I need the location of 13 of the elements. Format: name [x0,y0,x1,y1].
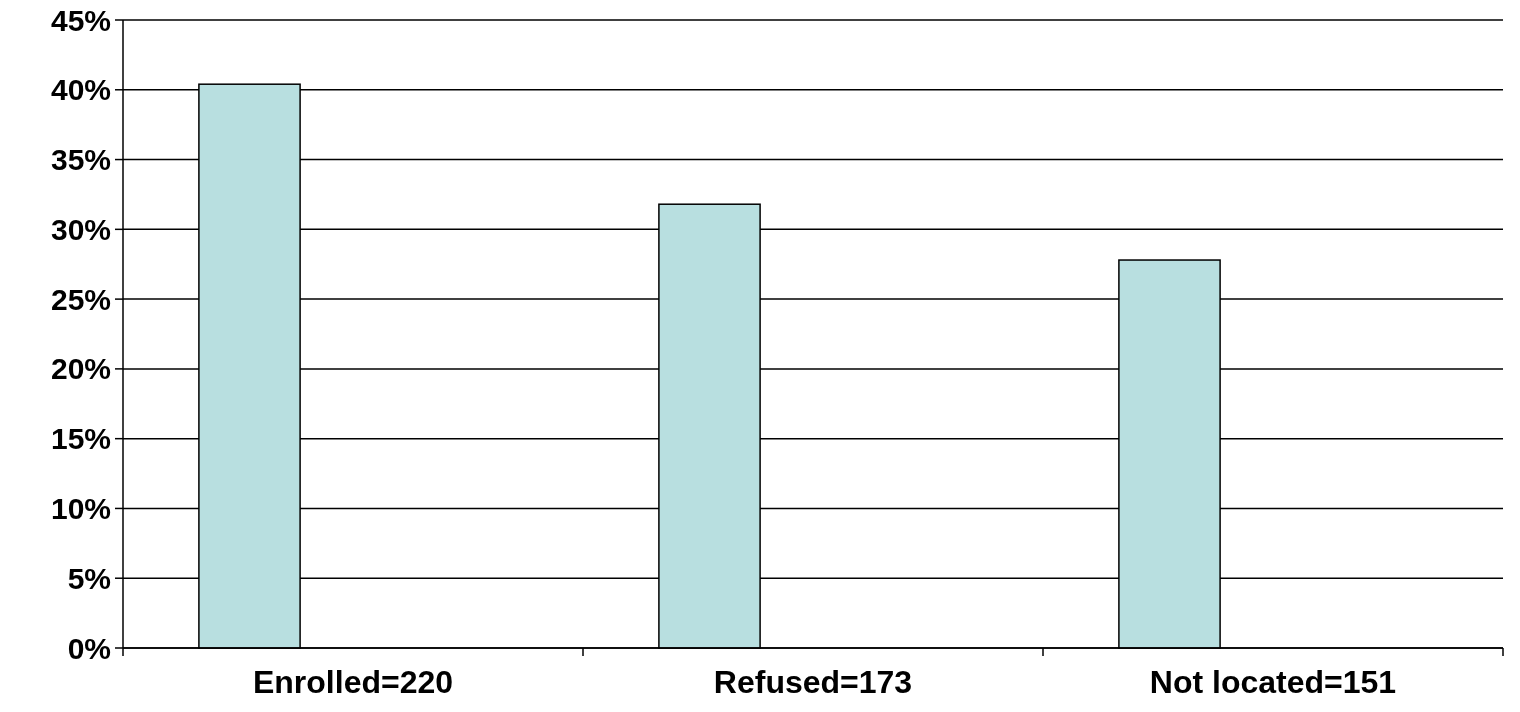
y-tick-label: 20% [50,352,111,386]
y-tick-label: 15% [50,422,111,456]
x-tick-label: Not located=151 [1149,664,1397,700]
x-tick-label: Refused=173 [713,664,913,700]
y-tick-label: 35% [50,143,111,177]
y-tick-label: 45% [50,3,111,37]
y-tick-label: 10% [50,491,111,525]
y-tick-label: 0% [67,631,111,665]
y-tick-label: 40% [50,73,111,107]
y-tick-label: 30% [50,212,111,246]
x-tick-label: Enrolled=220 [252,664,454,700]
y-tick-label: 25% [50,282,111,316]
y-tick-label: 5% [67,561,111,595]
